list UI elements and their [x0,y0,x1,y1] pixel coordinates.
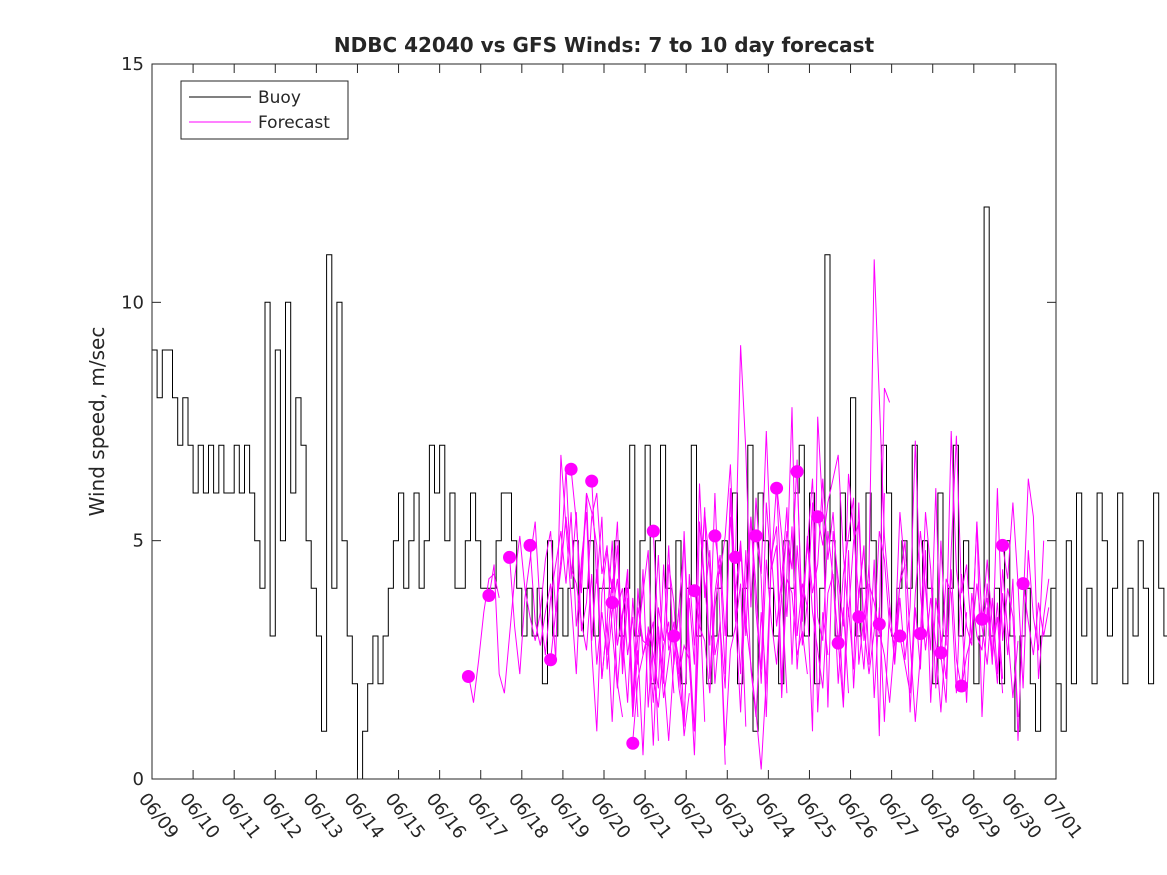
forecast-marker [975,612,989,626]
forecast-marker [934,646,948,660]
forecast-marker [913,627,927,641]
y-tick-label: 5 [133,531,144,552]
forecast-marker [523,538,537,552]
series-forecast-run-20 [878,387,891,622]
y-tick-label: 10 [121,292,144,313]
legend-box [180,80,349,140]
forecast-marker [605,596,619,610]
series-forecast-run-25 [981,478,1050,741]
series-forecast-run-3 [529,454,659,741]
plot-area [152,64,1056,779]
forecast-marker [585,474,599,488]
forecast-marker [646,524,660,538]
forecast-marker [544,653,558,667]
y-axis-label: Wind speed, m/sec [85,327,109,517]
forecast-marker [872,617,886,631]
legend: Buoy Forecast [180,80,349,140]
forecast-marker [770,481,784,495]
forecast-marker [482,589,496,602]
forecast-marker [852,610,866,624]
series-forecast-run-16 [796,473,906,722]
series-forecast-run-17 [817,454,926,713]
series-forecast-run-22 [919,430,1004,703]
forecast-marker [955,679,968,693]
forecast-marker [708,529,722,543]
y-tick-label: 0 [133,769,144,790]
legend-label-buoy: Buoy [258,88,301,108]
forecast-marker [893,629,907,643]
forecast-marker [626,736,640,750]
series-forecast-run-27 [1022,583,1050,656]
forecast-marker [503,550,516,564]
series-forecast-run-4 [550,469,675,708]
data-layer [152,206,1167,780]
series-forecast-run-10 [673,483,788,722]
forecast-marker [831,636,845,650]
forecast-marker [996,538,1010,552]
forecast-marker [461,670,475,683]
series-forecast-run-14 [755,430,865,708]
forecast-marker [1016,577,1030,591]
legend-label-forecast: Forecast [258,113,330,133]
series-forecast-run-7 [611,492,726,765]
series-forecast-run-23 [940,435,1019,718]
forecast-marker [687,584,701,598]
y-tick-label: 15 [121,54,144,75]
forecast-marker [811,510,825,524]
series-forecast-run-21 [899,488,1004,718]
series-forecast-run-26 [1002,502,1045,689]
forecast-marker [749,529,763,543]
forecast-marker [790,465,804,479]
forecast-marker [667,629,681,643]
forecast-marker [564,462,578,476]
chart-title: NDBC 42040 vs GFS Winds: 7 to 10 day for… [334,33,875,57]
forecast-marker [729,550,742,564]
